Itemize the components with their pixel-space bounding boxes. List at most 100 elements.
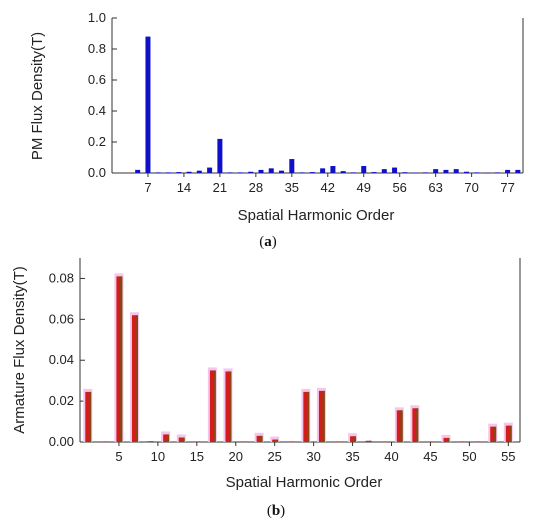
pm-x-tick-label: 77 (500, 180, 514, 195)
pm-x-tick-label: 14 (177, 180, 191, 195)
pm-bar (258, 169, 264, 173)
arm-bar-front (427, 441, 433, 443)
pm-x-tick-label: 63 (428, 180, 442, 195)
arm-bar-shade (119, 276, 123, 442)
pm-x-tick-label: 56 (392, 180, 406, 195)
pm-y-tick-label: 1.0 (88, 10, 106, 25)
arm-x-tick-label: 10 (151, 449, 165, 464)
arm-x-tick-label: 15 (190, 449, 204, 464)
arm-bar-front (147, 441, 153, 442)
arm-bar-shade (447, 437, 450, 442)
pm-bar (340, 171, 346, 173)
pm-bar (186, 171, 192, 173)
pm-bar (330, 166, 336, 173)
pm-bar (207, 167, 213, 173)
caption-b: (b) (267, 503, 285, 519)
pm-bar (494, 172, 500, 174)
pm-bar (299, 172, 305, 174)
arm-y-tick-label: 0.08 (49, 270, 74, 285)
arm-bar-front (163, 434, 169, 442)
pm-bar (463, 171, 469, 173)
arm-bar-front (350, 436, 356, 442)
pm-bar (402, 172, 408, 174)
pm-y-tick-label: 0.6 (88, 72, 106, 87)
pm-bar (145, 36, 151, 173)
arm-bar-front (490, 426, 496, 442)
arm-bar-shade (260, 435, 263, 442)
arm-bar-shade (415, 408, 419, 442)
arm-bar-shade (213, 370, 216, 442)
pm-bar (443, 169, 449, 173)
pm-bar (422, 172, 428, 174)
arm-bar-front (241, 441, 247, 443)
arm-bar-shade (291, 441, 294, 443)
arm-bar-front (272, 439, 278, 442)
arm-x-tick-label: 20 (229, 449, 243, 464)
arm-x-tick-label: 5 (115, 449, 122, 464)
arm-bar-shade (353, 436, 357, 442)
caption-a: (a) (259, 234, 277, 250)
arm-bar-front (256, 435, 262, 442)
arm-bar-shade (369, 440, 372, 442)
arm-bar-front (318, 390, 324, 442)
pm-x-axis-label: Spatial Harmonic Order (238, 207, 395, 224)
pm-bar (505, 169, 511, 173)
pm-bar (176, 172, 182, 173)
arm-x-axis-label: Spatial Harmonic Order (226, 474, 383, 491)
pm-bar (196, 170, 202, 173)
arm-bar-shade (306, 391, 310, 442)
arm-bar-shade (88, 391, 92, 442)
arm-bar-shade (197, 441, 201, 443)
arm-bar-front (303, 391, 309, 442)
pm-bar (371, 172, 377, 173)
arm-bar-shade (182, 437, 185, 442)
pm-bar (268, 168, 274, 173)
pm-x-tick-label: 28 (249, 180, 263, 195)
pm-bar (155, 172, 161, 174)
arm-bar-front (116, 276, 122, 442)
pm-y-axis-label: PM Flux Density(T) (29, 32, 46, 160)
arm-y-tick-label: 0.06 (49, 311, 74, 326)
pm-bar (227, 172, 233, 174)
arm-bar-front (474, 441, 480, 443)
pm-bar (474, 172, 480, 174)
pm-x-tick-label: 49 (357, 180, 371, 195)
pm-bar (289, 159, 295, 173)
pm-bar (135, 169, 141, 173)
arm-bar-shade (135, 315, 139, 442)
arm-bar-front (225, 371, 231, 442)
arm-bar-shade (228, 371, 232, 442)
pm-bar (217, 138, 223, 173)
pm-y-tick-label: 0.8 (88, 41, 106, 56)
arm-y-axis-label: Armature Flux Density(T) (11, 266, 28, 434)
arm-bar-front (396, 410, 402, 442)
pm-bar (248, 171, 254, 173)
pm-bar (279, 170, 285, 173)
pm-bars (135, 36, 521, 174)
pm-bar (392, 167, 398, 173)
arm-bar-front (505, 425, 511, 442)
arm-x-tick-label: 40 (384, 449, 398, 464)
pm-bar (237, 172, 243, 174)
arm-x-tick-label: 45 (423, 449, 437, 464)
pm-bar (309, 172, 315, 173)
arm-y-tick-label: 0.04 (49, 352, 74, 367)
pm-bar (320, 168, 326, 173)
arm-bar-shade (478, 441, 481, 443)
pm-x-tick-label: 70 (464, 180, 478, 195)
arm-bar-shade (462, 441, 466, 443)
arm-bar-shade (166, 434, 170, 442)
pm-bar (381, 169, 387, 173)
pm-bar (361, 166, 367, 173)
armature-flux-density-chart: 0.00 0.02 0.04 0.06 0.08 5 10 15 20 25 30 35 40 45 50… (11, 258, 521, 519)
arm-bar-front (287, 441, 293, 443)
arm-bar-front (194, 441, 200, 443)
pm-x-tick-label: 21 (213, 180, 227, 195)
arm-bar-shade (400, 410, 403, 442)
pm-bar (453, 169, 459, 173)
arm-bar-front (209, 370, 215, 442)
pm-bar (433, 169, 439, 173)
pm-flux-density-chart: 0.0 0.2 0.4 0.6 0.8 1.0 7 14 21 28 35 42 49 56 63 70 77… (29, 10, 524, 250)
arm-bar-shade (337, 441, 341, 443)
arm-bar-shade (244, 441, 248, 443)
